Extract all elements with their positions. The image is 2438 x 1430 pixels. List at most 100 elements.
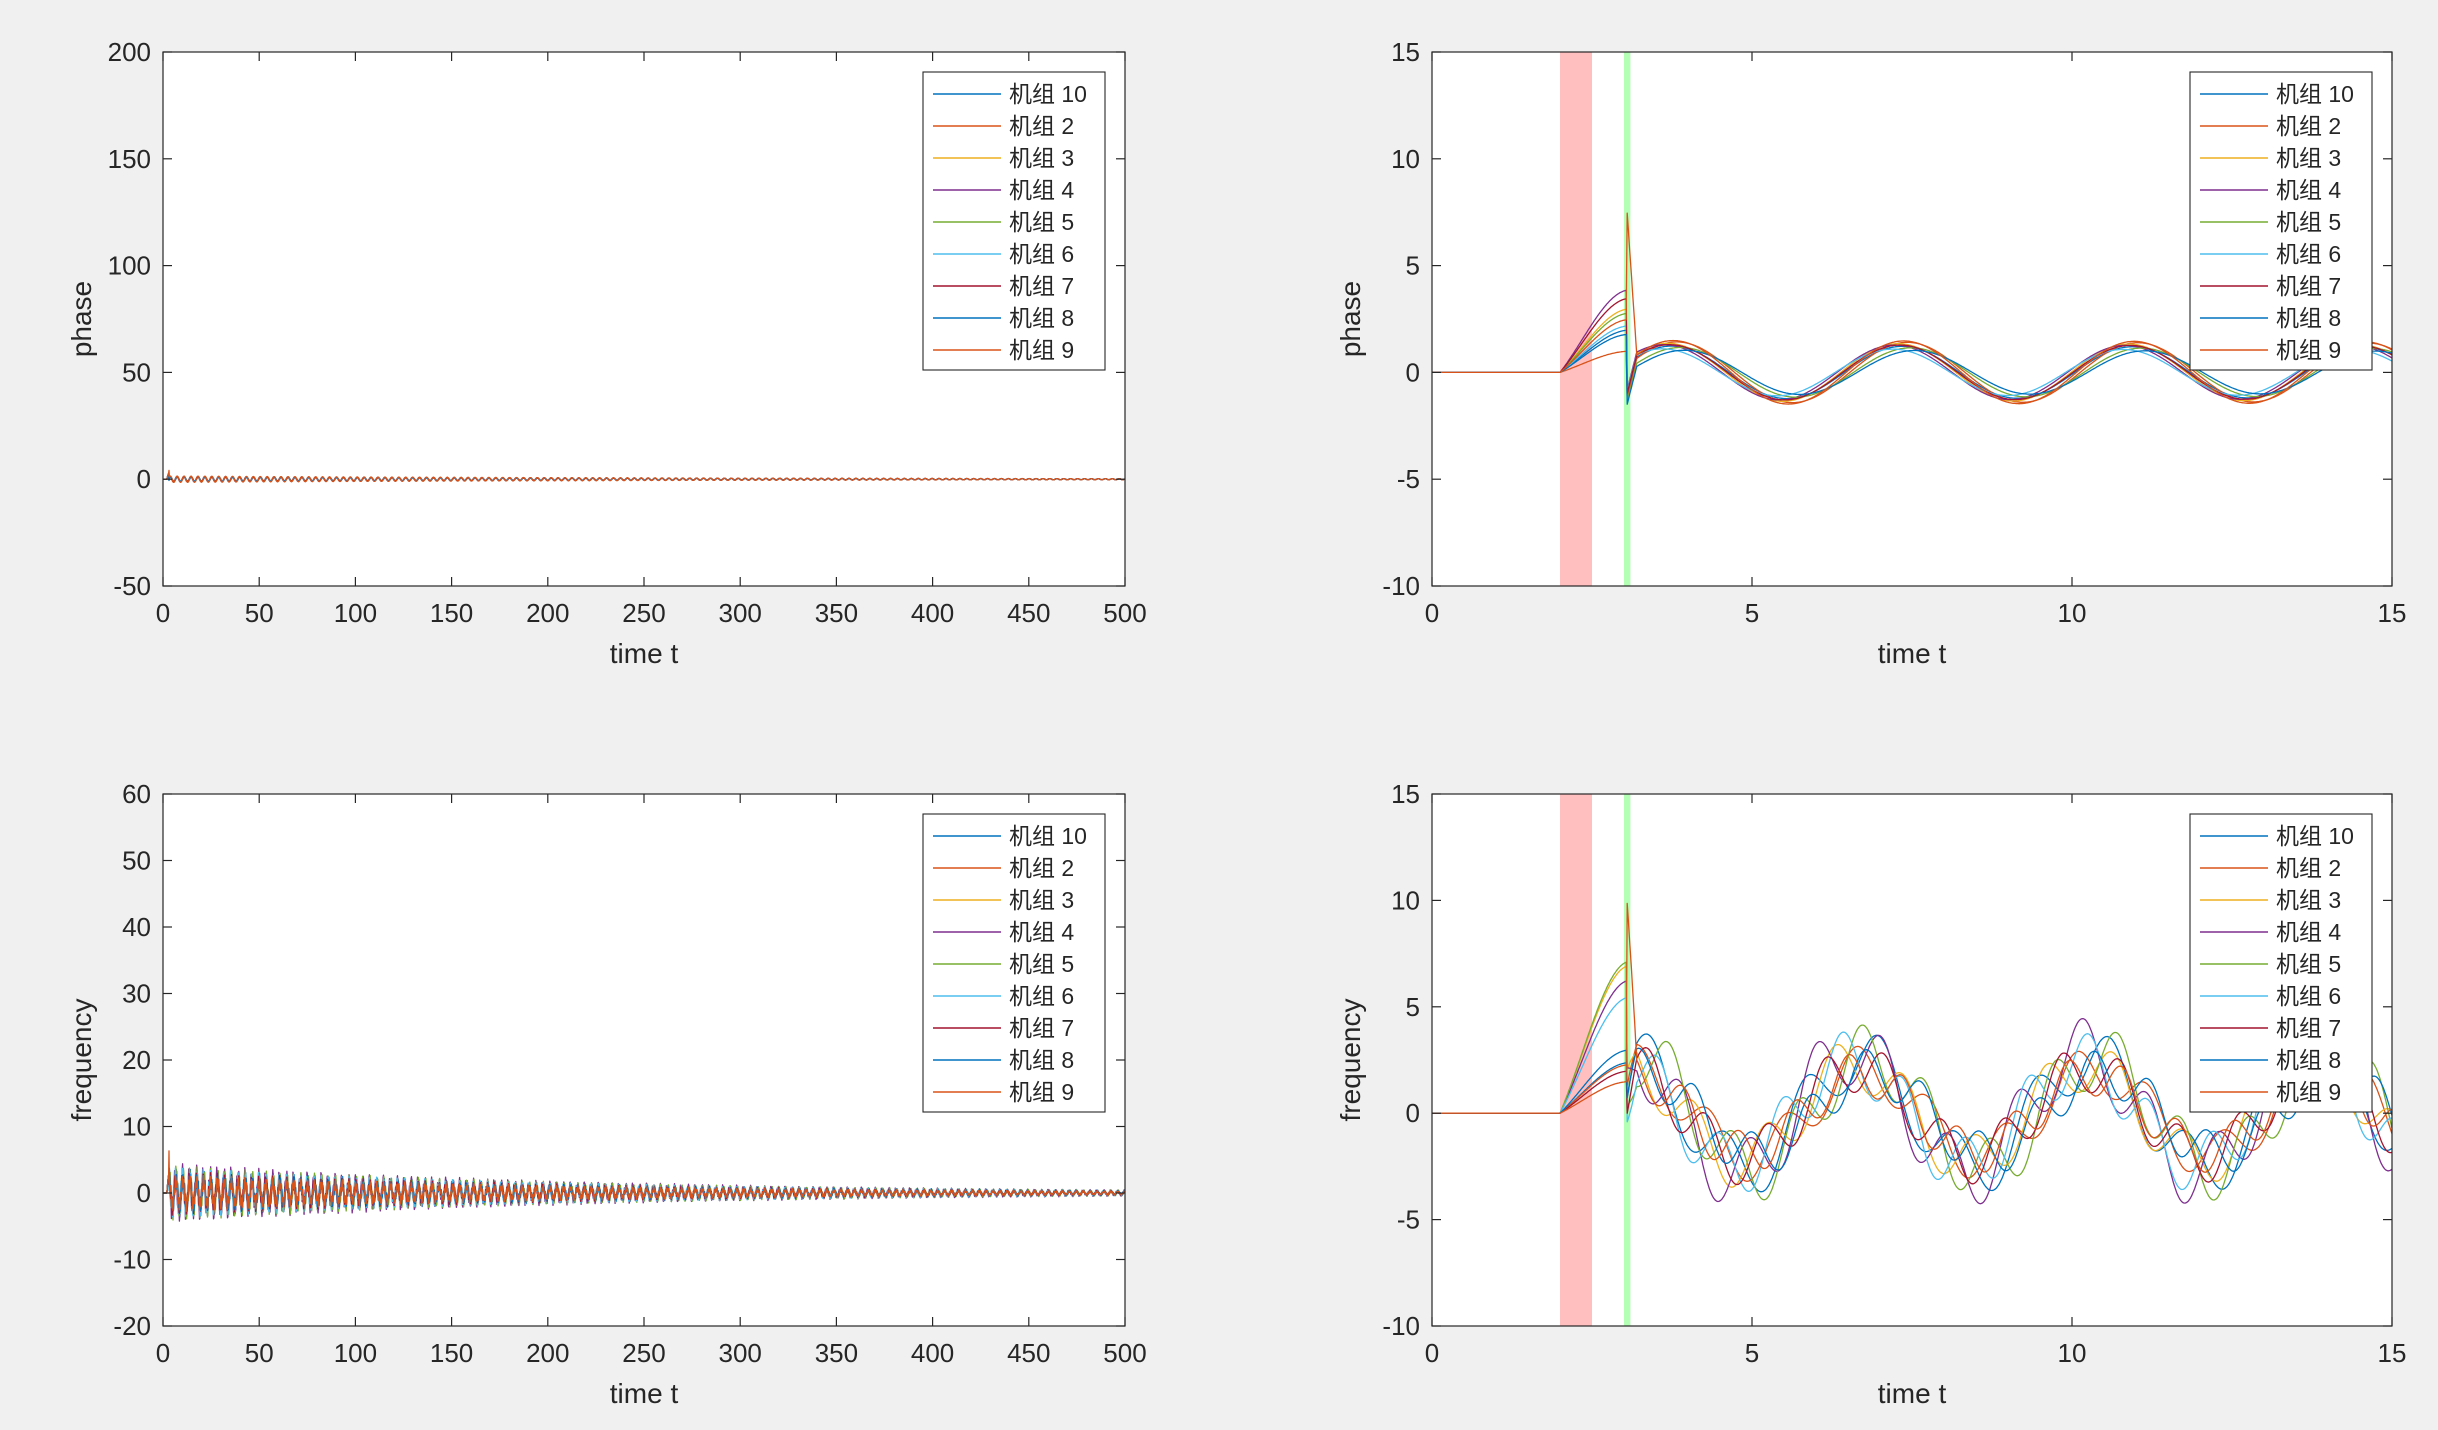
y-tick-label: 20 — [122, 1045, 151, 1075]
series-line — [1432, 1033, 2392, 1193]
chart-frequency-zoom: 0 5 10 15 -10 -5 0 5 10 15 time t frequency 机组 10 机组 … — [1335, 779, 2406, 1409]
legend-entry: 机组 9 — [2276, 337, 2341, 363]
series-line — [1432, 325, 2392, 397]
x-tick-label: 150 — [430, 1338, 473, 1368]
series-line — [163, 469, 1125, 484]
legend-entry: 机组 7 — [1009, 1015, 1074, 1041]
y-tick-label: 50 — [122, 357, 151, 387]
x-tick-label: 250 — [622, 1338, 665, 1368]
y-tick-label: 0 — [1406, 1098, 1420, 1128]
x-tick-label: 10 — [2058, 1338, 2087, 1368]
y-tick-label: 5 — [1406, 992, 1420, 1022]
y-tick-label: -50 — [113, 571, 151, 601]
legend-entry: 机组 10 — [2276, 81, 2354, 107]
legend-entry: 机组 4 — [2276, 177, 2341, 203]
x-axis-label: time t — [1878, 638, 1947, 669]
legend-entry: 机组 9 — [2276, 1079, 2341, 1105]
x-tick-label: 300 — [719, 598, 762, 628]
x-tick-label: 150 — [430, 598, 473, 628]
x-tick-label: 450 — [1007, 1338, 1050, 1368]
legend-entry: 机组 5 — [1009, 209, 1074, 235]
legend-entry: 机组 8 — [2276, 1047, 2341, 1073]
x-tick-label: 500 — [1103, 598, 1146, 628]
shaded-region — [1624, 52, 1631, 586]
series-line — [1432, 212, 2392, 405]
x-tick-label: 450 — [1007, 598, 1050, 628]
legend: 机组 10 机组 2 机组 3 机组 4 机组 5 机组 6 机组 7 机组 8 机组 9 — [2189, 71, 2373, 371]
legend-entry: 机组 3 — [2276, 887, 2341, 913]
legend: 机组 10 机组 2 机组 3 机组 4 机组 5 机组 6 机组 7 机组 8 机组 9 — [922, 813, 1106, 1113]
legend-entry: 机组 4 — [2276, 919, 2341, 945]
y-tick-label: 50 — [122, 846, 151, 876]
x-tick-label: 50 — [245, 598, 274, 628]
series-line — [1432, 997, 2392, 1192]
y-tick-label: 0 — [137, 464, 151, 494]
y-tick-label: 10 — [1391, 885, 1420, 915]
y-axis-label: frequency — [66, 999, 97, 1122]
y-axis-label: phase — [1335, 281, 1366, 357]
legend-box — [922, 71, 1106, 371]
series-line — [1432, 980, 2392, 1205]
y-tick-label: 30 — [122, 979, 151, 1009]
x-tick-label: 5 — [1745, 598, 1759, 628]
y-tick-label: -5 — [1397, 1205, 1420, 1235]
legend: 机组 10 机组 2 机组 3 机组 4 机组 5 机组 6 机组 7 机组 8 机组 9 — [2189, 813, 2373, 1113]
legend-entry: 机组 3 — [1009, 145, 1074, 171]
legend-entry: 机组 6 — [2276, 983, 2341, 1009]
chart-phase-long: 0 50 100 150 200 250 300 350 400 450 500-500501001… — [66, 37, 1147, 669]
series-line — [1432, 298, 2392, 401]
y-tick-label: 40 — [122, 912, 151, 942]
legend: 机组 10 机组 2 机组 3 机组 4 机组 5 机组 6 机组 7 机组 8 机组 9 — [922, 71, 1106, 371]
x-tick-label: 15 — [2378, 598, 2407, 628]
legend-entry: 机组 2 — [1009, 113, 1074, 139]
series-group — [163, 469, 1125, 484]
legend-entry: 机组 4 — [1009, 177, 1074, 203]
series-line — [1432, 902, 2392, 1173]
y-tick-label: 0 — [1406, 357, 1420, 387]
legend-entry: 机组 3 — [1009, 887, 1074, 913]
y-tick-label: -10 — [1382, 571, 1420, 601]
legend-entry: 机组 9 — [1009, 1079, 1074, 1105]
x-tick-label: 350 — [815, 598, 858, 628]
axes-frame — [1431, 793, 2393, 1327]
legend-box — [2189, 813, 2373, 1113]
y-tick-label: -10 — [113, 1245, 151, 1275]
x-tick-label: 50 — [245, 1338, 274, 1368]
legend-entry: 机组 2 — [2276, 113, 2341, 139]
x-tick-label: 0 — [1425, 598, 1439, 628]
x-axis-label: time t — [1878, 1378, 1947, 1409]
x-tick-label: 300 — [719, 1338, 762, 1368]
legend-entry: 机组 7 — [1009, 273, 1074, 299]
series-line — [1432, 1047, 2392, 1186]
series-line — [1432, 1047, 2392, 1172]
legend-entry: 机组 6 — [1009, 241, 1074, 267]
legend-entry: 机组 5 — [2276, 951, 2341, 977]
y-axis-label: frequency — [1335, 999, 1366, 1122]
x-tick-label: 0 — [156, 598, 170, 628]
x-tick-label: 5 — [1745, 1338, 1759, 1368]
legend-box — [2189, 71, 2373, 371]
x-tick-label: 200 — [526, 1338, 569, 1368]
y-tick-label: -5 — [1397, 464, 1420, 494]
legend-entry: 机组 2 — [2276, 855, 2341, 881]
axes-frame — [1431, 51, 2393, 587]
y-tick-label: 15 — [1391, 37, 1420, 67]
legend-entry: 机组 10 — [2276, 823, 2354, 849]
shaded-region — [1560, 794, 1592, 1326]
x-axis-label: time t — [610, 1378, 679, 1409]
x-tick-label: 10 — [2058, 598, 2087, 628]
y-tick-label: 15 — [1391, 779, 1420, 809]
y-tick-label: 10 — [1391, 144, 1420, 174]
y-tick-label: 150 — [108, 144, 151, 174]
legend-entry: 机组 6 — [2276, 241, 2341, 267]
legend-entry: 机组 7 — [2276, 273, 2341, 299]
y-tick-label: 0 — [137, 1178, 151, 1208]
x-tick-label: 0 — [156, 1338, 170, 1368]
chart-frequency-long: 0 50 100 150 200 250 300 350 400 450 500 -20 -10 0 10 2… — [66, 779, 1147, 1409]
x-tick-label: 100 — [334, 1338, 377, 1368]
x-tick-label: 0 — [1425, 1338, 1439, 1368]
legend-entry: 机组 8 — [1009, 1047, 1074, 1073]
x-tick-label: 15 — [2378, 1338, 2407, 1368]
y-tick-label: -10 — [1382, 1311, 1420, 1341]
